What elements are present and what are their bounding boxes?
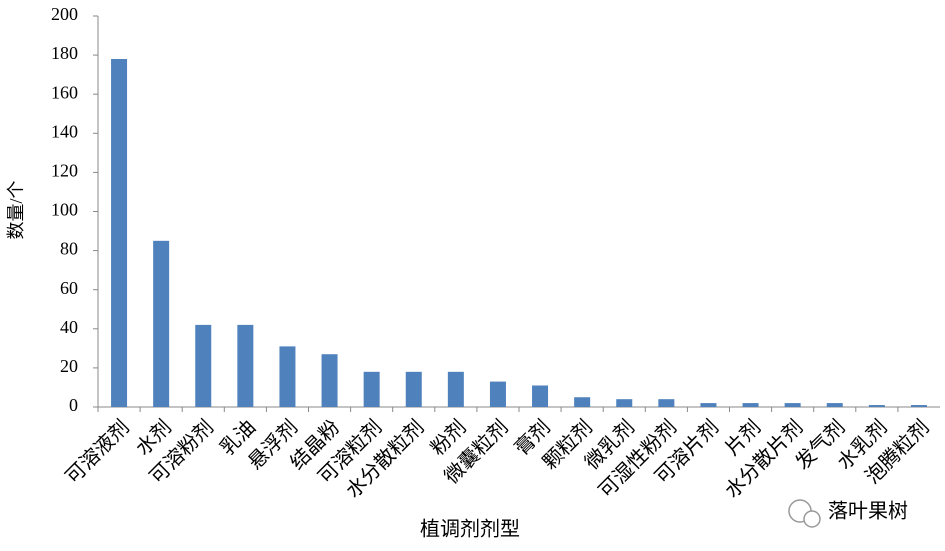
- bar: [700, 403, 717, 407]
- y-tick-label: 180: [51, 43, 78, 63]
- y-tick-label: 60: [60, 278, 78, 298]
- watermark: 落叶果树: [828, 499, 908, 523]
- bar: [237, 324, 254, 407]
- bar: [489, 381, 506, 407]
- bar: [826, 403, 843, 407]
- watermark-icon: [788, 499, 821, 528]
- bar: [742, 403, 759, 407]
- bar: [616, 399, 633, 407]
- y-tick-label: 140: [51, 121, 78, 141]
- y-tick-label: 100: [51, 200, 78, 220]
- bar: [405, 371, 422, 407]
- y-tick-label: 40: [60, 317, 78, 337]
- bar: [111, 59, 128, 407]
- bar: [153, 240, 170, 407]
- bar: [363, 371, 380, 407]
- bar: [279, 346, 296, 407]
- bar: [574, 397, 591, 407]
- y-tick-label: 120: [51, 161, 78, 181]
- bar: [784, 403, 801, 407]
- y-tick-label: 200: [51, 4, 78, 24]
- bar: [910, 405, 927, 407]
- y-tick-label: 20: [60, 356, 78, 376]
- x-tick-label: 可溶液剂: [61, 416, 134, 489]
- y-axis-label: 数量/个: [6, 180, 26, 239]
- bar: [195, 324, 212, 407]
- y-tick-label: 0: [69, 395, 78, 415]
- bar: [532, 385, 549, 407]
- x-axis-label: 植调剂剂型: [420, 518, 520, 541]
- bar: [321, 354, 338, 407]
- y-tick-label: 160: [51, 82, 78, 102]
- bar: [868, 405, 885, 407]
- bar: [447, 371, 464, 407]
- bar: [658, 399, 675, 407]
- y-tick-label: 80: [60, 239, 78, 259]
